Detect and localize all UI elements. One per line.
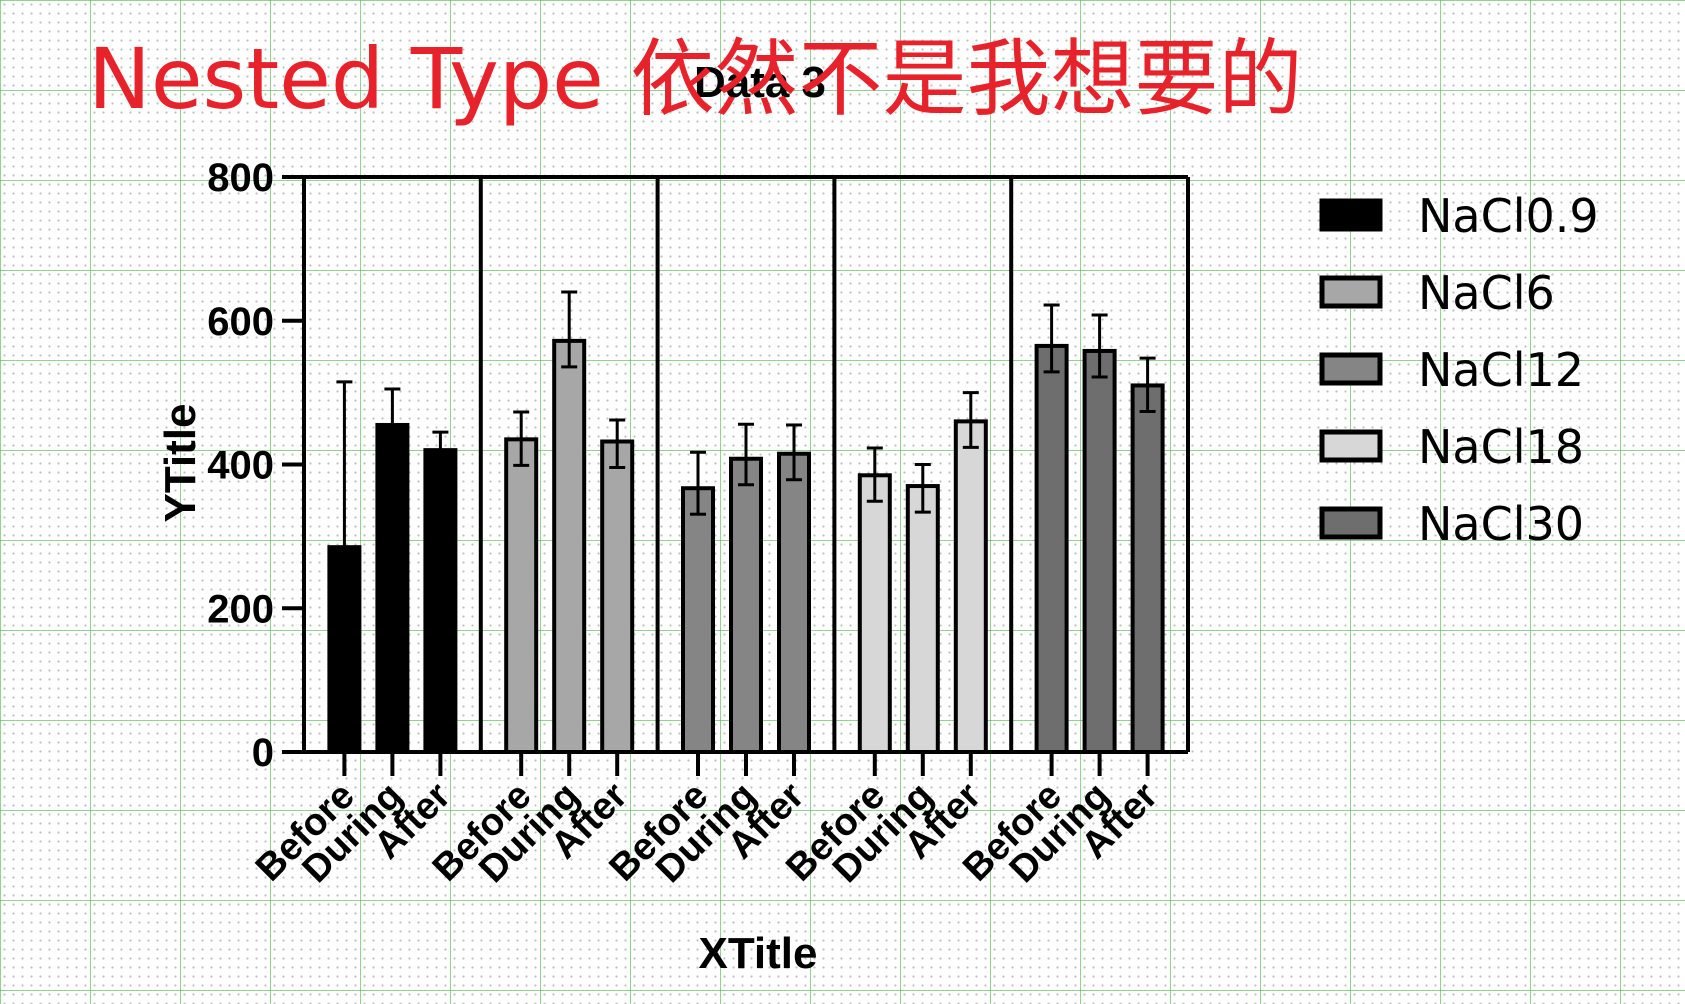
bar-NaCl18-Before: [857, 473, 892, 754]
y-tick-label-600: 600: [207, 300, 274, 344]
legend-label-NaCl6: NaCl6: [1418, 266, 1555, 320]
legend-swatch-NaCl0.9: [1319, 198, 1383, 232]
y-axis-title: YTitle: [156, 403, 205, 522]
bar-NaCl30-During: [1082, 348, 1117, 754]
legend-label-NaCl0.9: NaCl0.9: [1418, 189, 1599, 243]
y-tick-label-400: 400: [207, 444, 274, 488]
overlay-annotation: Nested Type 依然不是我想要的: [88, 30, 1303, 128]
legend: NaCl0.9 NaCl6 NaCl12 NaCl18 NaCl30: [1319, 189, 1599, 551]
bar-NaCl6-During: [552, 338, 587, 754]
legend-label-NaCl12: NaCl12: [1418, 343, 1584, 397]
bar-NaCl18-During: [905, 484, 940, 754]
y-tick-label-0: 0: [252, 731, 274, 775]
bar-NaCl0.9-After: [423, 448, 458, 754]
bar-NaCl6-Before: [504, 437, 539, 754]
plot-area: [327, 290, 1165, 754]
legend-label-NaCl18: NaCl18: [1418, 420, 1584, 474]
y-tick-label-800: 800: [207, 156, 274, 200]
bar-NaCl0.9-During: [375, 422, 410, 754]
bar-NaCl0.9-Before: [327, 545, 362, 754]
bar-NaCl18-After: [953, 419, 988, 754]
chart-title: Data 3: [694, 58, 826, 107]
y-tick-label-200: 200: [207, 587, 274, 631]
bar-NaCl30-Before: [1034, 343, 1069, 754]
legend-swatch-NaCl6: [1319, 275, 1383, 309]
legend-swatch-NaCl30: [1319, 506, 1383, 540]
bar-NaCl12-During: [729, 456, 763, 754]
bar-NaCl12-After: [777, 451, 811, 754]
legend-swatch-NaCl12: [1319, 352, 1383, 386]
bar-NaCl30-After: [1130, 383, 1165, 754]
bar-NaCl6-After: [600, 439, 635, 754]
legend-label-NaCl30: NaCl30: [1418, 497, 1584, 551]
bar-NaCl12-Before: [681, 486, 715, 754]
x-axis-title: XTitle: [698, 929, 817, 978]
legend-swatch-NaCl18: [1319, 429, 1383, 463]
